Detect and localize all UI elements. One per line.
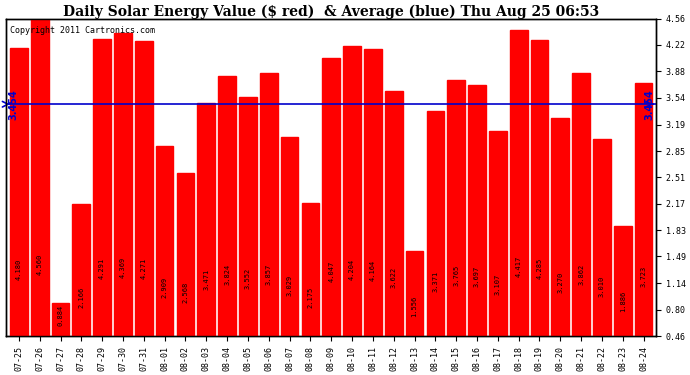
Text: 2.568: 2.568 [182,282,188,303]
Bar [156,146,173,336]
Text: 3.765: 3.765 [453,265,459,286]
Text: 3.107: 3.107 [495,274,501,296]
Text: Copyright 2011 Cartronics.com: Copyright 2011 Cartronics.com [10,27,155,36]
Bar [218,75,236,336]
Bar [385,91,402,336]
Text: 4.180: 4.180 [16,259,22,280]
Text: 1.886: 1.886 [620,291,626,312]
Bar [614,226,631,336]
Text: 3.862: 3.862 [578,264,584,285]
Bar [447,80,465,336]
Text: 3.454: 3.454 [644,89,654,120]
Bar [114,33,132,336]
Bar [343,46,361,336]
Text: 4.369: 4.369 [120,256,126,278]
Bar [52,303,70,336]
Bar [197,103,215,336]
Text: 2.166: 2.166 [79,287,84,309]
Text: 3.552: 3.552 [245,268,251,289]
Text: 3.371: 3.371 [433,270,438,292]
Bar [510,30,528,336]
Text: 3.723: 3.723 [640,266,647,287]
Bar [31,18,48,336]
Text: 3.857: 3.857 [266,264,272,285]
Bar [635,83,653,336]
Text: 4.204: 4.204 [349,259,355,280]
Text: 3.824: 3.824 [224,264,230,285]
Text: 3.622: 3.622 [391,267,397,288]
Text: 3.697: 3.697 [474,266,480,287]
Text: 2.175: 2.175 [308,287,313,308]
Text: 0.884: 0.884 [57,305,63,326]
Text: 1.556: 1.556 [411,296,417,317]
Text: 4.047: 4.047 [328,261,334,282]
Text: 3.471: 3.471 [204,269,209,290]
Bar [302,203,319,336]
Bar [489,131,506,336]
Title: Daily Solar Energy Value ($ red)  & Average (blue) Thu Aug 25 06:53: Daily Solar Energy Value ($ red) & Avera… [63,4,600,18]
Bar [551,118,569,336]
Bar [72,204,90,336]
Bar [468,86,486,336]
Text: 4.417: 4.417 [515,256,522,277]
Bar [531,40,549,336]
Text: 2.909: 2.909 [161,277,168,298]
Text: 4.285: 4.285 [537,258,542,279]
Bar [135,41,152,336]
Bar [322,58,340,336]
Text: 4.560: 4.560 [37,254,43,275]
Text: 3.010: 3.010 [599,276,605,297]
Bar [572,73,590,336]
Bar [93,39,111,336]
Text: 3.270: 3.270 [558,272,563,293]
Bar [406,251,424,336]
Text: 3.029: 3.029 [286,275,293,296]
Bar [177,173,195,336]
Text: 4.291: 4.291 [99,258,105,279]
Bar [593,139,611,336]
Bar [239,97,257,336]
Bar [10,48,28,336]
Bar [364,49,382,336]
Bar [260,73,277,336]
Text: 3.454: 3.454 [8,89,19,120]
Text: 4.271: 4.271 [141,258,147,279]
Bar [281,137,299,336]
Text: 4.164: 4.164 [370,260,376,280]
Bar [426,111,444,336]
